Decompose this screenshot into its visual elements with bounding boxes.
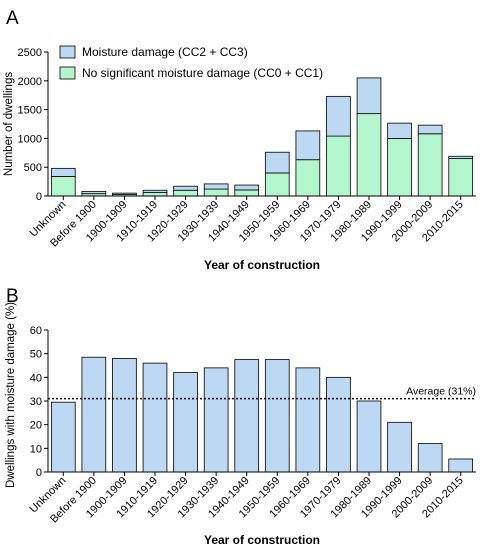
bar-1990-1999-series-1 — [387, 122, 412, 139]
bar-1940-1949-series-1 — [234, 184, 260, 191]
bar-2000-2009-series-0 — [417, 133, 443, 197]
y-tick-label: 20 — [30, 420, 42, 432]
bar-1910-1919-series-0 — [142, 192, 168, 197]
legend-swatch-moisture-damage — [59, 45, 76, 59]
bar-unknown-series-1 — [50, 167, 76, 177]
y-tick-label: 0 — [36, 467, 42, 479]
panel-a-y-axis-label: Number of dwellings — [3, 72, 15, 176]
bar-unknown-series-0 — [50, 176, 76, 197]
panel-b-x-axis-label: Year of construction — [204, 533, 320, 547]
bar-1980-1989-series-0 — [356, 113, 382, 197]
bar-2000-2009-series-0 — [417, 443, 443, 473]
bar-1990-1999-series-0 — [387, 421, 412, 473]
y-tick-label: 500 — [24, 162, 42, 174]
y-tick-label: 30 — [30, 396, 42, 408]
panel-a-legend: Moisture damage (CC2 + CC3) No significa… — [59, 45, 323, 80]
average-reference-label: Average (31%) — [406, 386, 476, 398]
y-tick-label: 10 — [30, 443, 42, 455]
bar-1930-1939-series-0 — [203, 188, 229, 197]
panel-b: B Dwellings with moisture damage (%) Yea… — [5, 286, 476, 547]
bar-1920-1929-series-1 — [173, 185, 198, 191]
panel-b-y-axis-label: Dwellings with moisture damage (%) — [5, 302, 17, 488]
y-tick-label: 1000 — [18, 133, 42, 145]
y-tick-label: 50 — [30, 349, 42, 361]
bar-1980-1989-series-1 — [356, 77, 382, 115]
bar-unknown-series-0 — [50, 401, 76, 473]
y-tick-label: 0 — [36, 191, 42, 203]
bar-2000-2009-series-1 — [417, 124, 443, 135]
bar-1960-1969-series-0 — [295, 159, 321, 197]
y-tick-label: 2500 — [18, 47, 42, 59]
bar-1940-1949-series-0 — [234, 359, 260, 473]
y-tick-label: 1500 — [18, 105, 42, 117]
legend-label-moisture-damage: Moisture damage (CC2 + CC3) — [82, 45, 248, 59]
bar-1910-1919-series-0 — [142, 362, 168, 473]
bar-1930-1939-series-0 — [203, 367, 229, 473]
bar-2010-2015-series-0 — [448, 158, 474, 197]
bar-1960-1969-series-1 — [295, 130, 321, 161]
bar-1950-1959-series-1 — [264, 151, 290, 174]
bar-1970-1979-series-0 — [326, 135, 351, 197]
bar-1920-1929-series-0 — [173, 189, 198, 197]
bar-1950-1959-series-0 — [264, 359, 290, 473]
panel-a: A Number of dwellings Year of constructi… — [3, 8, 476, 272]
bar-1930-1939-series-1 — [203, 183, 229, 190]
bar-1970-1979-series-0 — [326, 376, 351, 473]
legend-swatch-no-moisture-damage — [59, 66, 76, 80]
y-tick-label: 40 — [30, 372, 42, 384]
bar-1950-1959-series-0 — [264, 172, 290, 197]
bar-1970-1979-series-1 — [326, 95, 351, 137]
bar-1960-1969-series-0 — [295, 367, 321, 473]
legend-label-no-moisture-damage: No significant moisture damage (CC0 + CC… — [82, 66, 323, 80]
panel-a-x-axis-label: Year of construction — [204, 258, 320, 272]
bar-1990-1999-series-0 — [387, 137, 412, 197]
panel-b-label: B — [6, 286, 19, 307]
bar-1920-1929-series-0 — [173, 372, 198, 473]
y-tick-label: 60 — [30, 325, 42, 337]
bar-1910-1919-series-1 — [142, 189, 168, 193]
y-tick-label: 2000 — [18, 76, 42, 88]
bar-1900-1909-series-0 — [112, 357, 137, 473]
bar-2010-2015-series-0 — [448, 458, 474, 473]
bar-2010-2015-series-1 — [448, 155, 474, 159]
bar-1980-1989-series-0 — [356, 400, 382, 473]
bar-1900-1909-series-1 — [112, 192, 137, 195]
panel-a-label: A — [6, 8, 19, 29]
bar-1940-1949-series-0 — [234, 189, 260, 197]
bar-before-1900-series-1 — [81, 190, 107, 195]
bar-before-1900-series-0 — [81, 356, 107, 473]
